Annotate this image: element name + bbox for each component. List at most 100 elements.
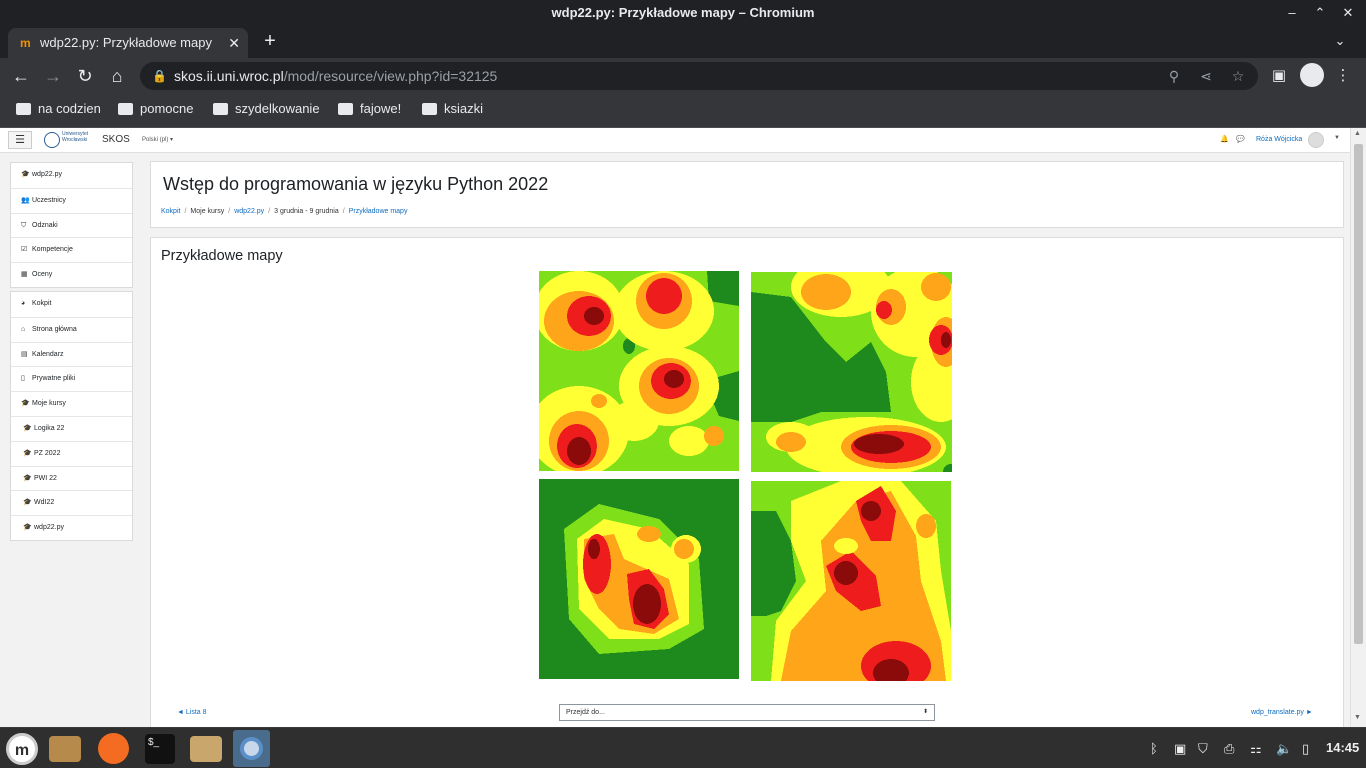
graduation-cap-icon: 🎓 — [23, 424, 32, 432]
shield-icon: ⛉ — [21, 221, 27, 229]
notifications-bell-icon[interactable]: 🔔 — [1220, 136, 1229, 143]
calendar-icon: ▤ — [21, 350, 28, 358]
tab-close-icon[interactable]: ✕ — [228, 35, 240, 51]
sidebar-item-course-link[interactable]: 🎓 PWI 22 — [11, 465, 132, 491]
sidebar-item-home[interactable]: ⌂ Strona główna — [11, 316, 132, 342]
menu-kebab-icon[interactable]: ⋮ — [1335, 67, 1351, 84]
address-bar[interactable]: 🔒 skos.ii.uni.wroc.pl/mod/resource/view.… — [140, 62, 1258, 90]
zoom-icon[interactable]: ⚲ — [1168, 68, 1180, 84]
firefox-icon[interactable] — [98, 733, 129, 764]
nav-drawer: 🎓 wdp22.py 👥 Uczestnicy ⛉ Odznaki ☑ Kompeten… — [10, 162, 133, 544]
bookmark-folder[interactable]: ksiazki — [422, 94, 483, 124]
sidebar-item-course-link[interactable]: 🎓 PZ 2022 — [11, 440, 132, 466]
folder-icon[interactable] — [190, 736, 222, 762]
graduation-cap-icon: 🎓 — [23, 449, 32, 457]
map-image-4 — [751, 481, 951, 681]
sidebar-item-dashboard[interactable]: ◕ Kokpit — [11, 292, 132, 317]
chromium-icon[interactable] — [233, 730, 270, 767]
folder-icon — [118, 103, 133, 115]
bookmark-folder[interactable]: fajowe! — [338, 94, 401, 124]
close-window-icon[interactable]: ✕ — [1342, 5, 1354, 20]
new-tab-icon[interactable]: + — [264, 30, 276, 52]
share-icon[interactable]: ⋖ — [1200, 68, 1212, 84]
volume-mute-icon[interactable]: 🔈 — [1276, 741, 1293, 756]
folder-icon — [213, 103, 228, 115]
hamburger-menu-icon[interactable]: ☰ — [8, 131, 32, 149]
user-avatar[interactable] — [1308, 132, 1324, 148]
resource-region: Przykładowe mapy — [150, 237, 1344, 727]
site-name[interactable]: SKOS — [102, 134, 130, 145]
sidebar-item-private-files[interactable]: ▯ Prywatne pliki — [11, 366, 132, 391]
breadcrumb: Kokpit / Moje kursy / wdp22.py/3 grudnia - 9… — [161, 208, 408, 215]
bookmark-folder[interactable]: szydelkowanie — [213, 94, 320, 124]
map-image-3 — [539, 479, 739, 679]
profile-avatar-icon[interactable] — [1300, 63, 1324, 87]
breadcrumb-item[interactable]: Przykładowe mapy — [348, 208, 408, 215]
minimize-icon[interactable]: – — [1288, 5, 1296, 20]
lock-icon[interactable]: 🔒 — [152, 69, 167, 83]
bookmark-folder[interactable]: na codzien — [16, 94, 101, 124]
previous-activity-link[interactable]: ◄ Lista 8 — [177, 709, 207, 716]
scroll-up-icon[interactable]: ▲ — [1354, 130, 1361, 137]
sidebar-item-course-link[interactable]: 🎓 wdp22.py — [11, 515, 132, 540]
sidebar-item-calendar[interactable]: ▤ Kalendarz — [11, 341, 132, 367]
user-name[interactable]: Róża Wójcicka — [1256, 136, 1303, 143]
user-menu-caret-icon[interactable]: ▼ — [1334, 135, 1340, 141]
language-selector[interactable]: Polski (pl) ▾ — [142, 137, 174, 143]
scroll-down-icon[interactable]: ▼ — [1354, 714, 1361, 721]
window-title: wdp22.py: Przykładowe mapy – Chromium — [0, 0, 1366, 26]
university-logo-text: Uniwersytet Wrocławski — [62, 131, 89, 143]
printer-icon[interactable]: ⎙ — [1224, 741, 1235, 756]
forward-icon[interactable]: → — [44, 66, 62, 86]
university-logo-icon[interactable] — [44, 132, 60, 148]
terminal-icon[interactable]: $_ — [145, 734, 175, 764]
sidebar-item-course-link[interactable]: 🎓 WdI22 — [11, 490, 132, 515]
next-activity-link[interactable]: wdp_translate.py ► — [1251, 709, 1313, 716]
mint-menu-icon[interactable]: m — [6, 733, 38, 765]
sidebar-item-course[interactable]: 🎓 wdp22.py — [11, 163, 132, 188]
network-icon[interactable]: ⚏ — [1250, 741, 1262, 756]
breadcrumb-item[interactable]: wdp22.py — [234, 208, 265, 215]
course-title: Wstęp do programowania w języku Python 2… — [163, 174, 549, 194]
tab-search-chevron-icon[interactable]: ⌄ — [1334, 33, 1346, 48]
bookmark-star-icon[interactable]: ☆ — [1231, 68, 1245, 84]
back-icon[interactable]: ← — [12, 66, 30, 86]
folder-icon — [422, 103, 437, 115]
jump-to-select[interactable]: Przejdź do... ⬍ — [559, 704, 935, 721]
page-header: Wstęp do programowania w języku Python 2… — [150, 161, 1344, 228]
maps-image — [539, 271, 959, 685]
graduation-cap-icon: 🎓 — [21, 171, 30, 178]
resource-title: Przykładowe mapy — [161, 248, 283, 264]
bookmark-folder[interactable]: pomocne — [118, 94, 193, 124]
graduation-cap-icon: 🎓 — [23, 524, 32, 532]
side-panel-icon[interactable]: ▣ — [1271, 67, 1287, 84]
home-icon[interactable]: ⌂ — [111, 66, 123, 86]
taskbar: m $_ ᛒ ▣ ⛉ ⎙ ⚏ 🔈 ▯ 14:45 — [0, 727, 1366, 768]
page-viewport: ☰ Uniwersytet Wrocławski SKOS Polski (pl)… — [0, 128, 1366, 727]
sidebar-item-participants[interactable]: 👥 Uczestnicy — [11, 187, 132, 213]
scroll-thumb[interactable] — [1354, 144, 1363, 644]
file-manager-icon[interactable] — [49, 736, 81, 762]
reload-icon[interactable]: ↻ — [77, 66, 93, 86]
clipboard-icon[interactable]: ▣ — [1174, 741, 1187, 756]
sidebar-item-my-courses[interactable]: 🎓 Moje kursy — [11, 391, 132, 416]
breadcrumb-item: 3 grudnia - 9 grudnia — [274, 208, 339, 215]
maximize-icon[interactable]: ⌃ — [1314, 5, 1326, 20]
clock[interactable]: 14:45 — [1326, 740, 1360, 755]
sidebar-item-course-link[interactable]: 🎓 Logika 22 — [11, 415, 132, 441]
moodle-favicon-icon: m — [20, 36, 31, 50]
page-scrollbar[interactable]: ▲ ▼ — [1350, 128, 1366, 727]
bluetooth-icon[interactable]: ᛒ — [1150, 741, 1158, 756]
messages-icon[interactable]: 💬 — [1236, 136, 1245, 143]
sidebar-item-badges[interactable]: ⛉ Odznaki — [11, 212, 132, 238]
folder-icon — [338, 103, 353, 115]
shield-tray-icon[interactable]: ⛉ — [1198, 741, 1208, 756]
jump-to-value: Przejdź do... — [566, 709, 605, 716]
sidebar-item-competencies[interactable]: ☑ Kompetencje — [11, 237, 132, 262]
browser-tab[interactable]: m wdp22.py: Przykładowe mapy ✕ — [8, 28, 248, 58]
users-icon: 👥 — [21, 196, 30, 204]
breadcrumb-item[interactable]: Kokpit — [161, 208, 181, 215]
battery-icon[interactable]: ▯ — [1302, 741, 1310, 756]
home-icon: ⌂ — [21, 325, 26, 333]
sidebar-item-grades[interactable]: ▦ Oceny — [11, 262, 132, 287]
